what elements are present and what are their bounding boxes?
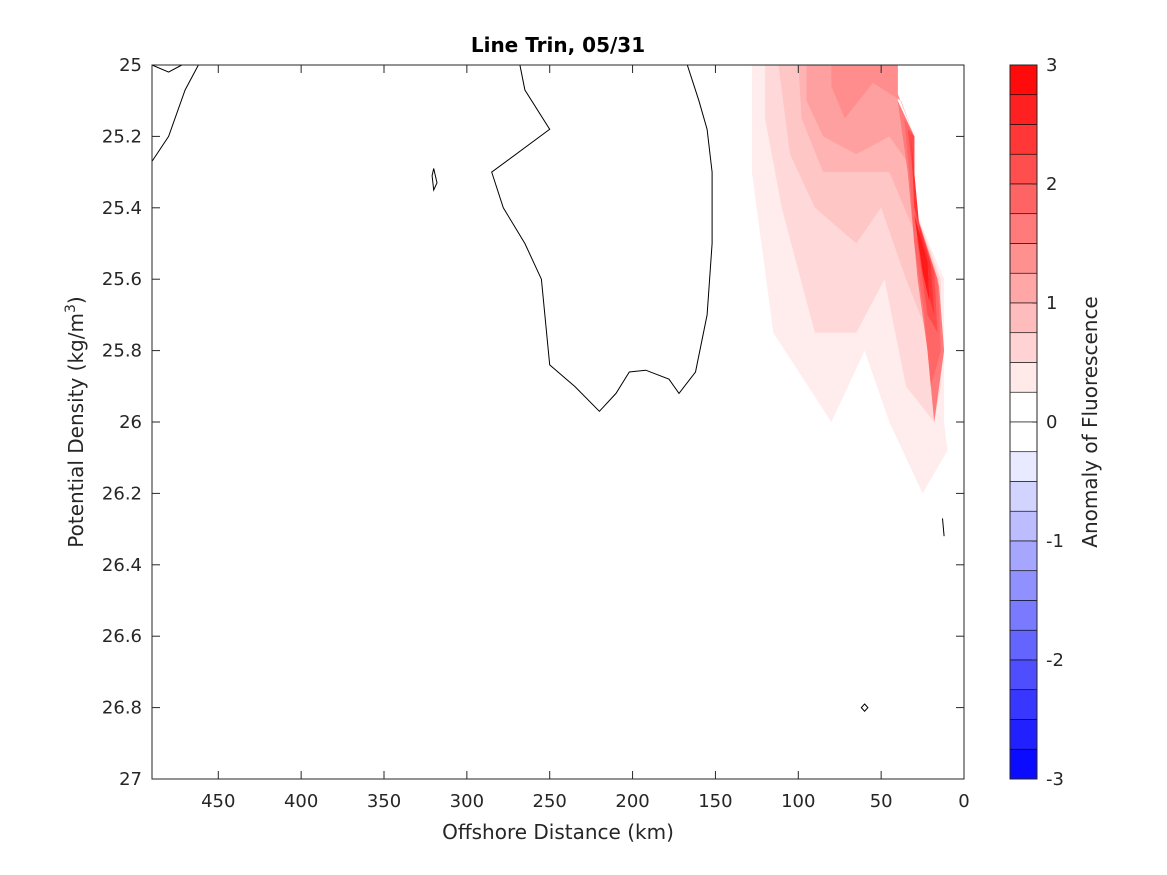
zero-contour-lines xyxy=(151,64,945,712)
x-tick-label: 400 xyxy=(284,791,318,812)
x-tick-label: 350 xyxy=(367,791,401,812)
colorbar-level xyxy=(1009,213,1038,244)
colorbar-level xyxy=(1009,570,1038,601)
colorbar xyxy=(1009,64,1038,780)
x-axis-label: Offshore Distance (km) xyxy=(442,820,674,844)
zero-contour-3 xyxy=(491,64,713,413)
y-tick-label: 25.8 xyxy=(102,341,142,362)
x-tick-label: 250 xyxy=(533,791,567,812)
x-tick-label: 0 xyxy=(958,791,969,812)
x-axis-ticks: 450 400 350 300 250 200 150 100 50 0 xyxy=(201,65,970,812)
y-tick-label: 27 xyxy=(119,769,142,790)
colorbar-level xyxy=(1009,719,1038,750)
colorbar-level xyxy=(1009,243,1038,274)
zero-contour-0 xyxy=(151,64,183,73)
x-tick-label: 300 xyxy=(450,791,484,812)
filled-contour-9 xyxy=(911,136,935,315)
colorbar-level xyxy=(1009,540,1038,572)
y-tick-label: 25 xyxy=(119,55,142,76)
colorbar-level xyxy=(1009,510,1038,542)
filled-contour-5 xyxy=(831,65,915,137)
colorbar-level xyxy=(1009,391,1038,423)
colorbar-tick-label: 0 xyxy=(1046,412,1057,433)
y-tick-label: 25.2 xyxy=(102,126,142,147)
chart-title: Line Trin, 05/31 xyxy=(471,33,645,57)
zero-contour-4 xyxy=(942,518,945,537)
colorbar-ticks: 3 2 1 0 -1 -2 -3 xyxy=(1032,55,1064,790)
colorbar-level xyxy=(1009,302,1038,334)
x-tick-label: 200 xyxy=(615,791,649,812)
filled-contours xyxy=(751,65,948,494)
colorbar-level xyxy=(1009,600,1038,631)
y-axis-label: Potential Density (kg/m3) xyxy=(63,296,88,547)
colorbar-level xyxy=(1009,94,1038,125)
colorbar-level xyxy=(1009,124,1038,155)
colorbar-label: Anomaly of Fluorescence xyxy=(1078,296,1102,547)
y-axis-ticks: 25 25.2 25.4 25.6 25.8 26 26.2 26.4 26.6 26.8 27 xyxy=(102,55,964,790)
colorbar-level xyxy=(1009,659,1038,691)
y-tick-label: 26.8 xyxy=(102,698,142,719)
y-tick-label: 25.6 xyxy=(102,269,142,290)
colorbar-tick-label: -1 xyxy=(1046,531,1064,552)
x-tick-label: 50 xyxy=(870,791,893,812)
colorbar-tick-label: 3 xyxy=(1046,55,1057,76)
zero-contour-2 xyxy=(431,168,438,192)
zero-contour-1 xyxy=(151,64,199,162)
colorbar-level xyxy=(1009,272,1038,304)
y-tick-label: 26.4 xyxy=(102,555,142,576)
y-axis-label-close: ) xyxy=(64,296,88,304)
colorbar-level xyxy=(1009,183,1038,215)
colorbar-level xyxy=(1009,689,1038,720)
colorbar-tick-label: -2 xyxy=(1046,650,1064,671)
x-tick-label: 100 xyxy=(781,791,815,812)
colorbar-level xyxy=(1009,153,1038,185)
colorbar-level xyxy=(1009,332,1038,363)
colorbar-level xyxy=(1009,64,1038,96)
colorbar-tick-label: 1 xyxy=(1046,293,1057,314)
y-axis-label-superscript: 3 xyxy=(63,304,79,313)
x-tick-label: 450 xyxy=(201,791,235,812)
colorbar-level xyxy=(1009,421,1038,453)
filled-contour-10 xyxy=(914,214,930,301)
colorbar-level xyxy=(1009,629,1038,661)
colorbar-level xyxy=(1009,481,1038,512)
colorbar-level xyxy=(1009,748,1038,780)
y-axis-label-main: Potential Density (kg/m xyxy=(64,313,88,548)
colorbar-level xyxy=(1009,451,1038,482)
zero-contour-5 xyxy=(860,703,869,712)
x-tick-label: 150 xyxy=(698,791,732,812)
y-tick-label: 26.6 xyxy=(102,626,142,647)
y-tick-label: 26.2 xyxy=(102,483,142,504)
y-tick-label: 26 xyxy=(119,412,142,433)
colorbar-tick-label: 2 xyxy=(1046,174,1057,195)
y-tick-label: 25.4 xyxy=(102,198,142,219)
colorbar-tick-label: -3 xyxy=(1046,769,1064,790)
colorbar-level xyxy=(1009,362,1038,393)
